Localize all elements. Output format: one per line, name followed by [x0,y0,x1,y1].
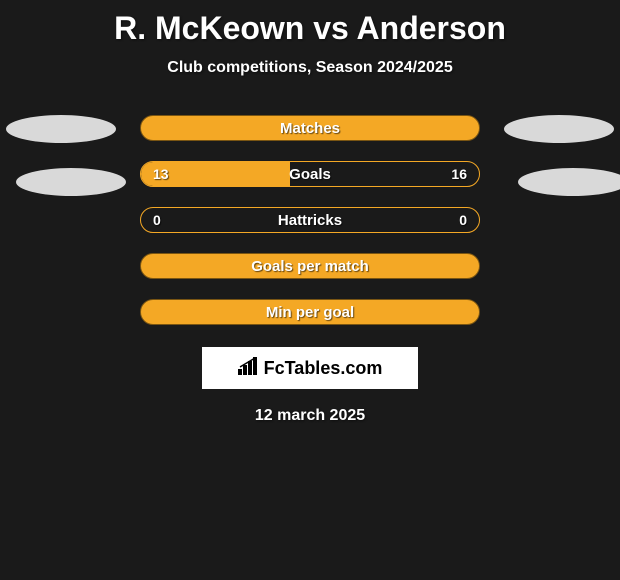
stat-bar-goals: 13 Goals 16 [140,161,480,187]
stat-label-gpm: Goals per match [251,258,369,275]
player-left-ellipse-2 [16,168,126,196]
watermark-text: FcTables.com [264,358,383,379]
stat-goals-left: 13 [153,166,169,182]
bars-icon [238,357,260,380]
player-left-ellipse-1 [6,115,116,143]
page-title: R. McKeown vs Anderson [0,0,620,47]
stat-hattricks-left: 0 [153,212,161,228]
stat-label-hattricks: Hattricks [278,212,342,229]
stat-bar-mpg: Min per goal [140,299,480,325]
stat-label-mpg: Min per goal [266,304,354,321]
player-right-ellipse-2 [518,168,620,196]
stat-hattricks-right: 0 [459,212,467,228]
stat-bar-gpm: Goals per match [140,253,480,279]
stat-bar-hattricks: 0 Hattricks 0 [140,207,480,233]
stat-label-matches: Matches [280,120,340,137]
stats-container: Matches 13 Goals 16 0 Hattricks 0 Goals … [0,115,620,325]
page-subtitle: Club competitions, Season 2024/2025 [0,59,620,77]
stat-label-goals: Goals [289,166,331,183]
watermark: FcTables.com [202,347,418,389]
stat-bar-matches: Matches [140,115,480,141]
date-text: 12 march 2025 [0,407,620,425]
stat-goals-right: 16 [451,166,467,182]
player-right-ellipse-1 [504,115,614,143]
